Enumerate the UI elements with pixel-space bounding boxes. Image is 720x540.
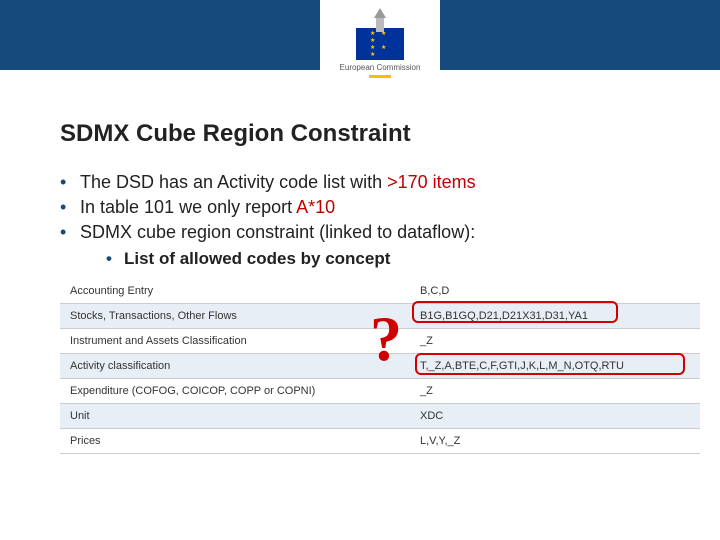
codes-table-wrap: Accounting EntryB,C,DStocks, Transaction…: [60, 279, 680, 454]
bullet-highlight: A*10: [296, 197, 335, 217]
codes-list: T,_Z,A,BTE,C,F,GTI,J,K,L,M_N,OTQ,RTU: [410, 354, 700, 379]
bullet-text: SDMX cube region constraint (linked to d…: [80, 222, 475, 242]
concept-label: Expenditure (COFOG, COICOP, COPP or COPN…: [60, 379, 410, 404]
building-icon: [374, 8, 386, 18]
ec-logo: European Commission: [320, 0, 440, 100]
slide-content: SDMX Cube Region Constraint The DSD has …: [0, 70, 720, 454]
table-row: PricesL,V,Y,_Z: [60, 429, 700, 454]
concept-label: Unit: [60, 404, 410, 429]
codes-list: XDC: [410, 404, 700, 429]
table-row: Expenditure (COFOG, COICOP, COPP or COPN…: [60, 379, 700, 404]
bullet-highlight: >170 items: [387, 172, 476, 192]
concept-label: Activity classification: [60, 354, 410, 379]
header-band: European Commission: [0, 0, 720, 70]
codes-list: _Z: [410, 329, 700, 354]
question-mark: ?: [370, 307, 402, 371]
codes-list: B1G,B1GQ,D21,D21X31,D31,YA1: [410, 304, 700, 329]
bullet-item: In table 101 we only report A*10: [60, 197, 680, 218]
concept-label: Stocks, Transactions, Other Flows: [60, 304, 410, 329]
concept-label: Instrument and Assets Classification: [60, 329, 410, 354]
codes-list: B,C,D: [410, 279, 700, 304]
bullet-item: SDMX cube region constraint (linked to d…: [60, 222, 680, 269]
bullet-text: In table 101 we only report: [80, 197, 296, 217]
table-row: UnitXDC: [60, 404, 700, 429]
eu-flag-icon: [356, 28, 404, 60]
table-row: Accounting EntryB,C,D: [60, 279, 700, 304]
codes-list: _Z: [410, 379, 700, 404]
logo-label: European Commission: [340, 64, 421, 73]
bullet-text: The DSD has an Activity code list with: [80, 172, 387, 192]
accent-bar: [369, 75, 391, 78]
bullet-item: The DSD has an Activity code list with >…: [60, 172, 680, 193]
sub-bullet-list: List of allowed codes by concept: [106, 249, 680, 269]
sub-bullet-item: List of allowed codes by concept: [106, 249, 680, 269]
concept-label: Accounting Entry: [60, 279, 410, 304]
concept-label: Prices: [60, 429, 410, 454]
slide-title: SDMX Cube Region Constraint: [60, 120, 680, 148]
bullet-list: The DSD has an Activity code list with >…: [60, 172, 680, 269]
codes-list: L,V,Y,_Z: [410, 429, 700, 454]
